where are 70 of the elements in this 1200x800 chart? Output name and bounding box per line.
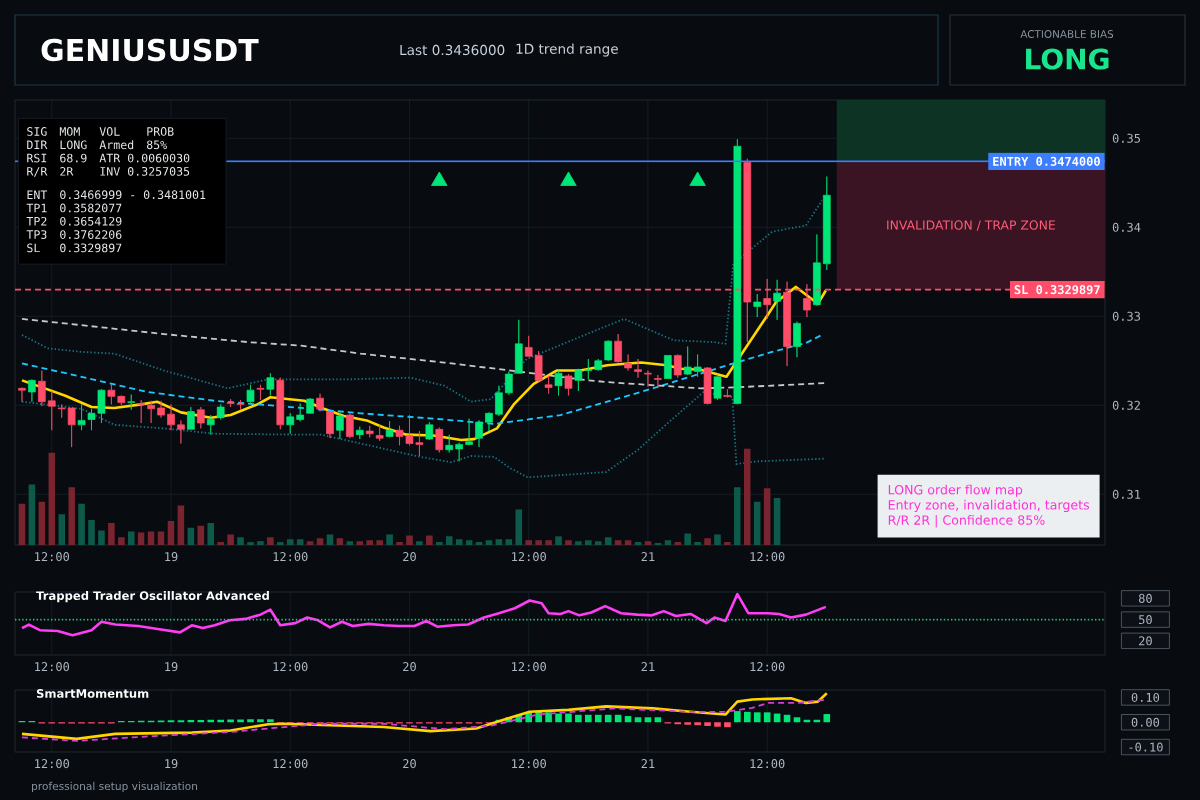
x-tick-label: 19 (165, 759, 178, 769)
annotation: 85% (146, 140, 167, 150)
x-tick-label: 21 (641, 759, 655, 768)
chart-title: SmartMomentum (36, 689, 149, 698)
annotation: ATR 0.0060030 (99, 153, 190, 163)
annotation: LONG order flow map (888, 484, 1023, 497)
annotation: MOM (59, 127, 80, 136)
x-tick-label: 20 (403, 552, 416, 562)
annotation: 0.3466999 - 0.3481001 (60, 190, 206, 200)
annotation: INV 0.3257035 (100, 166, 190, 176)
x-tick-label: 12:00 (35, 759, 70, 769)
x-tick-label: 12:00 (750, 662, 785, 672)
text: Last 0.3436000 (400, 44, 505, 56)
text: 1D trend range (516, 43, 618, 57)
y-tick-label: 20 (1139, 636, 1152, 646)
x-tick-label: 12:00 (273, 552, 308, 562)
text: ACTIONABLE BIAS (1020, 30, 1114, 38)
ref-line-label: ENTRY 0.3474000 (993, 156, 1100, 166)
annotation: PROB (147, 127, 174, 136)
text: professional setup visualization (32, 781, 198, 793)
x-tick-label: 12:00 (35, 662, 70, 672)
text: LONG (1026, 48, 1109, 70)
annotation: 0.3329897 (60, 243, 122, 253)
annotation: DIR (27, 140, 48, 150)
x-tick-label: 21 (641, 552, 655, 561)
x-tick-label: 12:00 (273, 759, 308, 769)
annotation: R/R 2R | Confidence 85% (888, 515, 1045, 528)
annotation: 0.3654129 (60, 216, 122, 226)
annotation: 0.3582077 (60, 203, 122, 213)
x-tick-label: 12:00 (512, 552, 546, 562)
chart-title: Trapped Trader Oscillator Advanced (36, 591, 269, 603)
annotation: TP2 (26, 216, 47, 226)
annotation: SIG (27, 127, 47, 136)
annotation: RSI (27, 153, 47, 163)
x-tick-label: 20 (403, 662, 416, 672)
x-tick-label: 12:00 (750, 552, 785, 562)
annotation: VOL (99, 127, 120, 136)
y-tick-label: 50 (1139, 615, 1152, 625)
y-tick-label: -0.10 (1129, 742, 1163, 752)
annotation: SL (27, 243, 40, 253)
x-tick-label: 20 (403, 759, 416, 769)
annotation: R/R (27, 167, 48, 177)
annotation: Armed (99, 140, 134, 150)
x-tick-label: 12:00 (512, 759, 546, 769)
y-tick-label: 80 (1138, 593, 1152, 603)
annotation: TP3 (26, 230, 47, 239)
x-tick-label: 12:00 (750, 759, 785, 769)
ref-line-label: SL 0.3329897 (1014, 285, 1100, 295)
y-tick-label: 0.34 (1112, 222, 1141, 232)
annotation: LONG (60, 140, 87, 150)
x-tick-label: 19 (165, 552, 178, 562)
band-label: INVALIDATION / TRAP ZONE (887, 220, 1055, 231)
annotation: 0.3762206 (60, 230, 122, 239)
x-tick-label: 21 (641, 662, 655, 671)
y-tick-label: 0.33 (1112, 311, 1141, 321)
annotation: Entry zone, invalidation, targets (888, 499, 1090, 513)
chart-title: GENIUSUSDT (41, 38, 259, 62)
annotation: 2R (60, 166, 74, 176)
x-tick-label: 12:00 (512, 662, 546, 672)
annotation: TP1 (26, 203, 47, 213)
x-tick-label: 12:00 (35, 552, 70, 562)
y-tick-label: 0.10 (1131, 692, 1160, 702)
x-tick-label: 12:00 (273, 662, 308, 672)
y-tick-label: 0.32 (1112, 400, 1140, 410)
annotation: ENT (27, 190, 48, 199)
y-tick-label: 0.35 (1112, 133, 1141, 143)
x-tick-label: 19 (165, 662, 178, 672)
y-tick-label: 0.31 (1112, 489, 1141, 499)
annotation: 68.9 (60, 153, 87, 163)
y-tick-label: 0.00 (1131, 717, 1160, 727)
